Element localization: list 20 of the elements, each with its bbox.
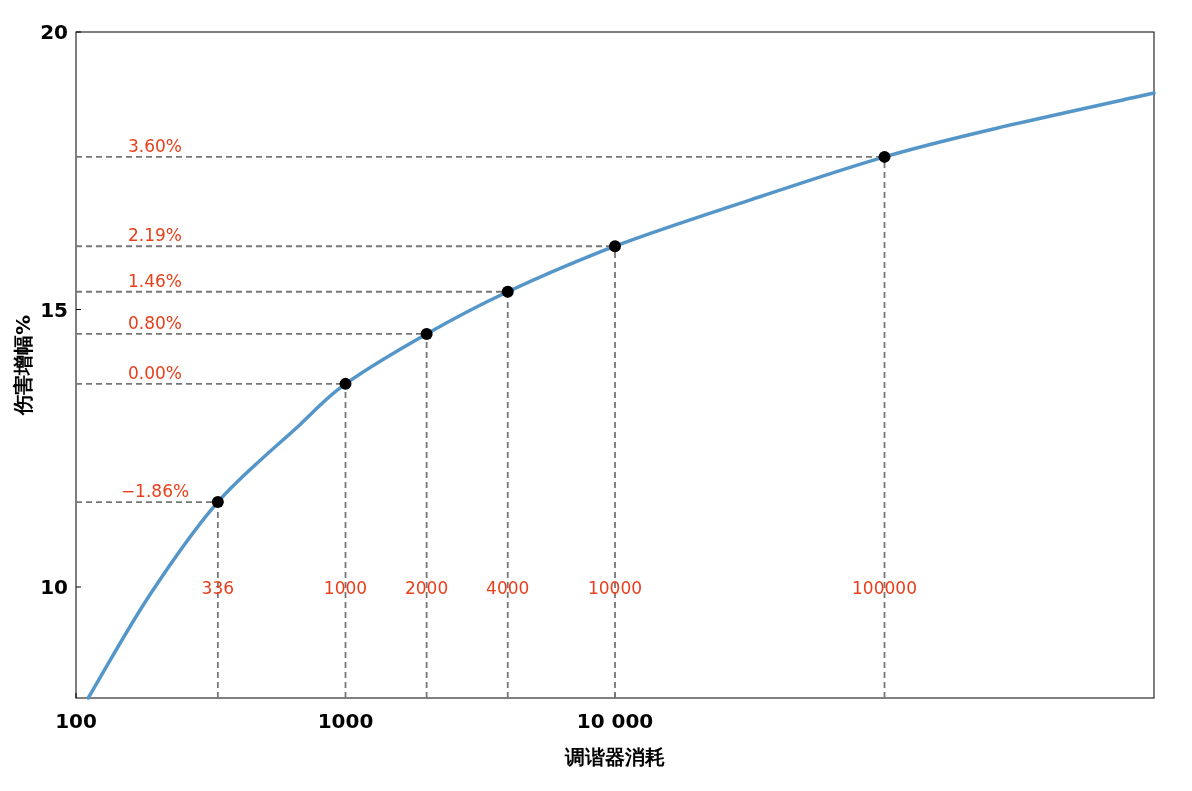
annotation: 0.00% [127,362,183,383]
ref-line-label: 100000 [852,578,917,598]
y-tick-label: 15 [40,297,68,322]
ref-line-label: 1000 [323,578,368,598]
y-axis-title: 伤害增幅% [11,314,35,417]
ref-line-label: 4000 [486,578,530,598]
ref-line-label: 336 [201,578,235,598]
x-tick-label: 1000 [317,709,374,733]
ref-line-label: 10000 [587,578,643,598]
y-tick-label: 20 [40,20,68,44]
x-axis-title: 调谐器消耗 [564,745,665,769]
annotation: 3.60% [127,135,183,156]
annotation: 2.19% [127,225,183,246]
x-tick-label: 10 000 [576,709,654,733]
x-tick-label: 100 [55,709,97,733]
annotation: −1.86% [120,481,190,502]
ref-line-label: 2000 [404,578,449,598]
annotation: 1.46% [127,270,183,291]
y-tick-label: 10 [40,575,68,599]
annotation: 0.80% [127,312,183,333]
